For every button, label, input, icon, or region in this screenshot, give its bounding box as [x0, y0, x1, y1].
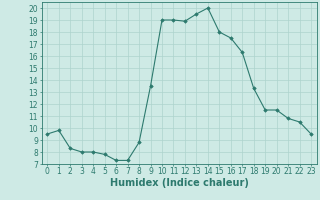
X-axis label: Humidex (Indice chaleur): Humidex (Indice chaleur): [110, 178, 249, 188]
